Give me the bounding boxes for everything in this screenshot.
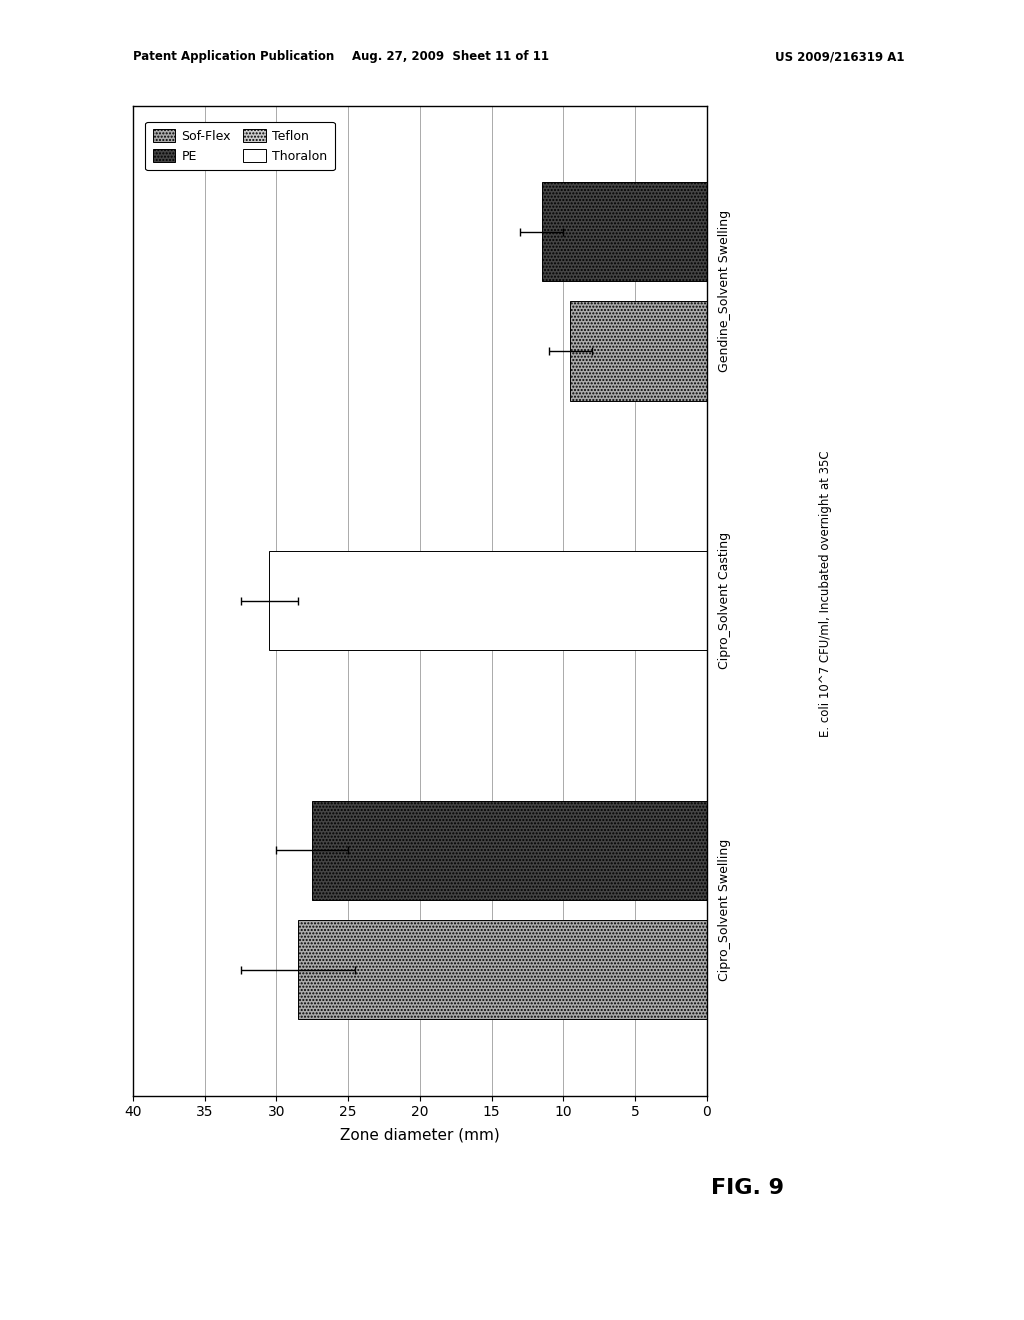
- Text: Aug. 27, 2009  Sheet 11 of 11: Aug. 27, 2009 Sheet 11 of 11: [352, 50, 549, 63]
- Bar: [542, 182, 707, 281]
- Text: Cipro_Solvent Casting: Cipro_Solvent Casting: [718, 532, 731, 669]
- Bar: [269, 550, 707, 651]
- X-axis label: Zone diameter (mm): Zone diameter (mm): [340, 1127, 500, 1143]
- Text: US 2009/216319 A1: US 2009/216319 A1: [775, 50, 904, 63]
- Text: Gendine_Solvent Swelling: Gendine_Solvent Swelling: [718, 210, 731, 372]
- Bar: [570, 301, 707, 400]
- Bar: [298, 920, 707, 1019]
- Bar: [312, 801, 707, 900]
- Legend: Sof-Flex, PE, Teflon, Thoralon: Sof-Flex, PE, Teflon, Thoralon: [145, 121, 335, 170]
- Text: FIG. 9: FIG. 9: [711, 1177, 784, 1199]
- Text: Patent Application Publication: Patent Application Publication: [133, 50, 335, 63]
- Text: E. coli 10^7 CFU/ml, Incubated overnight at 35C: E. coli 10^7 CFU/ml, Incubated overnight…: [819, 450, 833, 738]
- Text: Cipro_Solvent Swelling: Cipro_Solvent Swelling: [718, 838, 731, 981]
